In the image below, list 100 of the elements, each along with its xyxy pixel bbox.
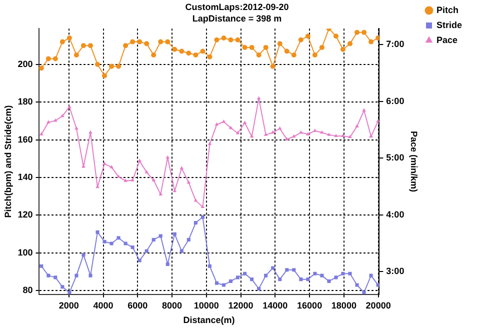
point bbox=[222, 120, 226, 123]
point bbox=[285, 268, 289, 272]
point bbox=[151, 52, 156, 58]
point bbox=[292, 134, 296, 138]
point bbox=[200, 204, 205, 208]
point bbox=[46, 274, 50, 278]
legend-label: Stride bbox=[436, 20, 462, 30]
point bbox=[194, 198, 198, 202]
y2-tick-label: 5:00 bbox=[386, 152, 404, 163]
point bbox=[52, 56, 58, 62]
point bbox=[312, 52, 318, 58]
point bbox=[172, 46, 178, 52]
point bbox=[228, 279, 233, 283]
point bbox=[124, 242, 128, 246]
point bbox=[74, 52, 79, 58]
point bbox=[180, 249, 184, 253]
chart-title: CustomLaps:2012-09-20 bbox=[185, 2, 289, 12]
point bbox=[362, 108, 366, 112]
point bbox=[242, 120, 247, 124]
point bbox=[270, 130, 275, 134]
point bbox=[264, 132, 268, 136]
point bbox=[46, 56, 51, 62]
x-tick-label: 20000 bbox=[366, 300, 391, 310]
point bbox=[46, 120, 50, 124]
point bbox=[249, 44, 254, 50]
point bbox=[158, 39, 164, 44]
point bbox=[102, 162, 106, 165]
point bbox=[60, 39, 65, 44]
point bbox=[277, 41, 282, 46]
point bbox=[347, 41, 352, 46]
point bbox=[186, 50, 192, 56]
point bbox=[341, 272, 345, 276]
point bbox=[327, 132, 331, 136]
point bbox=[354, 30, 360, 35]
point bbox=[228, 37, 234, 42]
point bbox=[368, 39, 374, 44]
point bbox=[284, 48, 290, 54]
point bbox=[250, 278, 254, 282]
point bbox=[250, 134, 254, 138]
point bbox=[214, 281, 218, 285]
point bbox=[80, 43, 86, 48]
point bbox=[256, 96, 261, 100]
x-tick-label: 8000 bbox=[162, 300, 182, 310]
x-tick-label: 16000 bbox=[297, 300, 322, 310]
legend-label: Pace bbox=[436, 34, 458, 45]
point bbox=[256, 52, 262, 58]
point bbox=[186, 180, 191, 184]
point bbox=[54, 276, 58, 280]
point bbox=[306, 278, 310, 282]
y-tick-label: 200 bbox=[18, 58, 33, 69]
point bbox=[235, 37, 240, 42]
point bbox=[130, 246, 134, 250]
point bbox=[40, 264, 44, 268]
point bbox=[138, 258, 142, 262]
point bbox=[116, 174, 120, 178]
point bbox=[152, 238, 156, 242]
point bbox=[200, 48, 206, 54]
x-axis-title: Distance(m) bbox=[183, 315, 235, 326]
point bbox=[82, 253, 86, 257]
point bbox=[340, 46, 346, 52]
point bbox=[110, 164, 114, 168]
legend-label: Pitch bbox=[436, 4, 459, 15]
point bbox=[264, 274, 268, 278]
y2-tick-label: 4:00 bbox=[386, 209, 404, 220]
point bbox=[166, 155, 170, 159]
y-tick-label: 160 bbox=[18, 134, 33, 144]
point bbox=[320, 130, 324, 134]
x-tick-label: 10000 bbox=[194, 300, 219, 310]
point bbox=[130, 39, 136, 44]
point bbox=[355, 124, 359, 128]
point bbox=[292, 268, 296, 272]
point bbox=[270, 64, 276, 69]
point bbox=[362, 30, 367, 35]
y2-tick-label: 3:00 bbox=[386, 266, 404, 276]
point bbox=[88, 130, 92, 134]
point bbox=[60, 285, 64, 289]
point bbox=[88, 274, 92, 278]
point bbox=[369, 274, 373, 278]
point bbox=[355, 283, 359, 287]
point bbox=[158, 192, 163, 196]
point bbox=[144, 249, 148, 253]
point bbox=[207, 54, 212, 60]
point bbox=[313, 128, 317, 132]
y-axis-title: Pitch(bpm) and Stride(cm) bbox=[2, 105, 13, 218]
point bbox=[95, 62, 100, 67]
point bbox=[123, 43, 128, 48]
x-tick-label: 6000 bbox=[128, 300, 148, 310]
point bbox=[194, 221, 198, 225]
point bbox=[74, 274, 78, 278]
point bbox=[172, 232, 176, 236]
point bbox=[158, 234, 162, 238]
point bbox=[284, 137, 289, 140]
point bbox=[193, 52, 198, 58]
point bbox=[214, 122, 219, 126]
point bbox=[278, 278, 282, 282]
point bbox=[138, 158, 142, 162]
point bbox=[68, 104, 72, 108]
point bbox=[214, 37, 220, 42]
chart-subtitle: LapDistance = 398 m bbox=[192, 14, 282, 24]
point bbox=[152, 178, 156, 182]
